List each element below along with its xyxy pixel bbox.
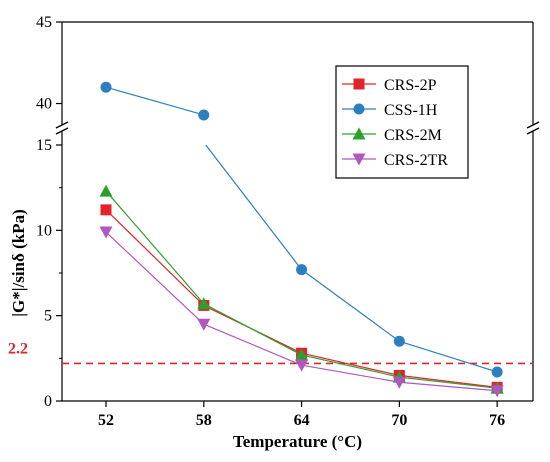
legend: CRS-2P CSS-1H CRS-2M CRS-2TR [335,65,469,179]
data-point [100,81,112,93]
data-point [99,184,113,197]
ticks-layer: 52 58 64 70 76 0 5 10 15 40 45 [36,14,505,429]
data-point [490,385,504,398]
data-point [197,297,211,310]
series-line-segment [205,144,303,270]
series-line-segment [399,340,498,373]
legend-item: CRS-2P [342,77,437,94]
y-tick-label: 0 [44,393,52,410]
series-line-segment [105,190,205,305]
legend-marker [352,127,366,140]
data-point [100,204,112,216]
data-point [295,348,309,361]
axis-break-mark [55,121,69,129]
data-point [295,359,309,372]
axis-break-mark [526,127,540,135]
plot-frame [55,21,540,402]
series-line-segment [301,269,400,342]
series-line-segment [301,352,400,376]
series-line-segment [105,86,204,116]
legend-item: CSS-1H [342,102,438,119]
data-point [296,264,308,276]
legend-marker [353,103,365,115]
series-line-segment [203,303,302,356]
data-point [491,366,503,378]
legend-label: CRS-2P [384,77,437,94]
series-css-1h [100,81,503,378]
x-tick-label: 64 [294,412,310,429]
y-tick-label: 45 [36,14,52,31]
series-crs-2tr [99,226,504,398]
y-tick-label: 40 [36,96,52,113]
y-tick-label: 15 [36,137,52,154]
legend-item: CRS-2M [342,127,442,144]
data-point [198,109,210,121]
legend-marker [352,153,366,166]
legend-label: CRS-2TR [384,152,448,169]
x-tick-label: 52 [98,412,114,429]
series-line-segment [105,231,205,325]
data-point [99,226,113,239]
series-line-segment [203,323,302,366]
x-tick-label: 58 [196,412,212,429]
series-line-segment [301,354,400,378]
y-axis-title: |G*|/sinδ (kPa) [9,209,28,316]
data-point [197,318,211,331]
y-tick-label: 10 [36,222,52,239]
data-point [393,335,405,347]
x-axis-title: Temperature (°C) [233,432,362,451]
axis-break-mark [526,121,540,129]
series-line-segment [399,376,498,389]
x-tick-label: 70 [391,412,407,429]
x-tick-label: 76 [489,412,505,429]
series-layer [99,81,504,398]
data-point [392,376,406,389]
legend-label: CRS-2M [384,127,442,144]
reference-line-layer: 2.2 [8,340,533,365]
reference-line-label: 2.2 [8,340,28,357]
series-line-segment [105,209,205,306]
series-line-segment [399,374,498,388]
legend-item: CRS-2TR [342,152,448,169]
legend-label: CSS-1H [384,102,438,119]
legend-marker [353,78,365,90]
series-line-segment [399,381,498,392]
y-tick-label: 5 [44,308,52,325]
series-line-segment [301,364,400,383]
axis-break-mark [55,127,69,135]
